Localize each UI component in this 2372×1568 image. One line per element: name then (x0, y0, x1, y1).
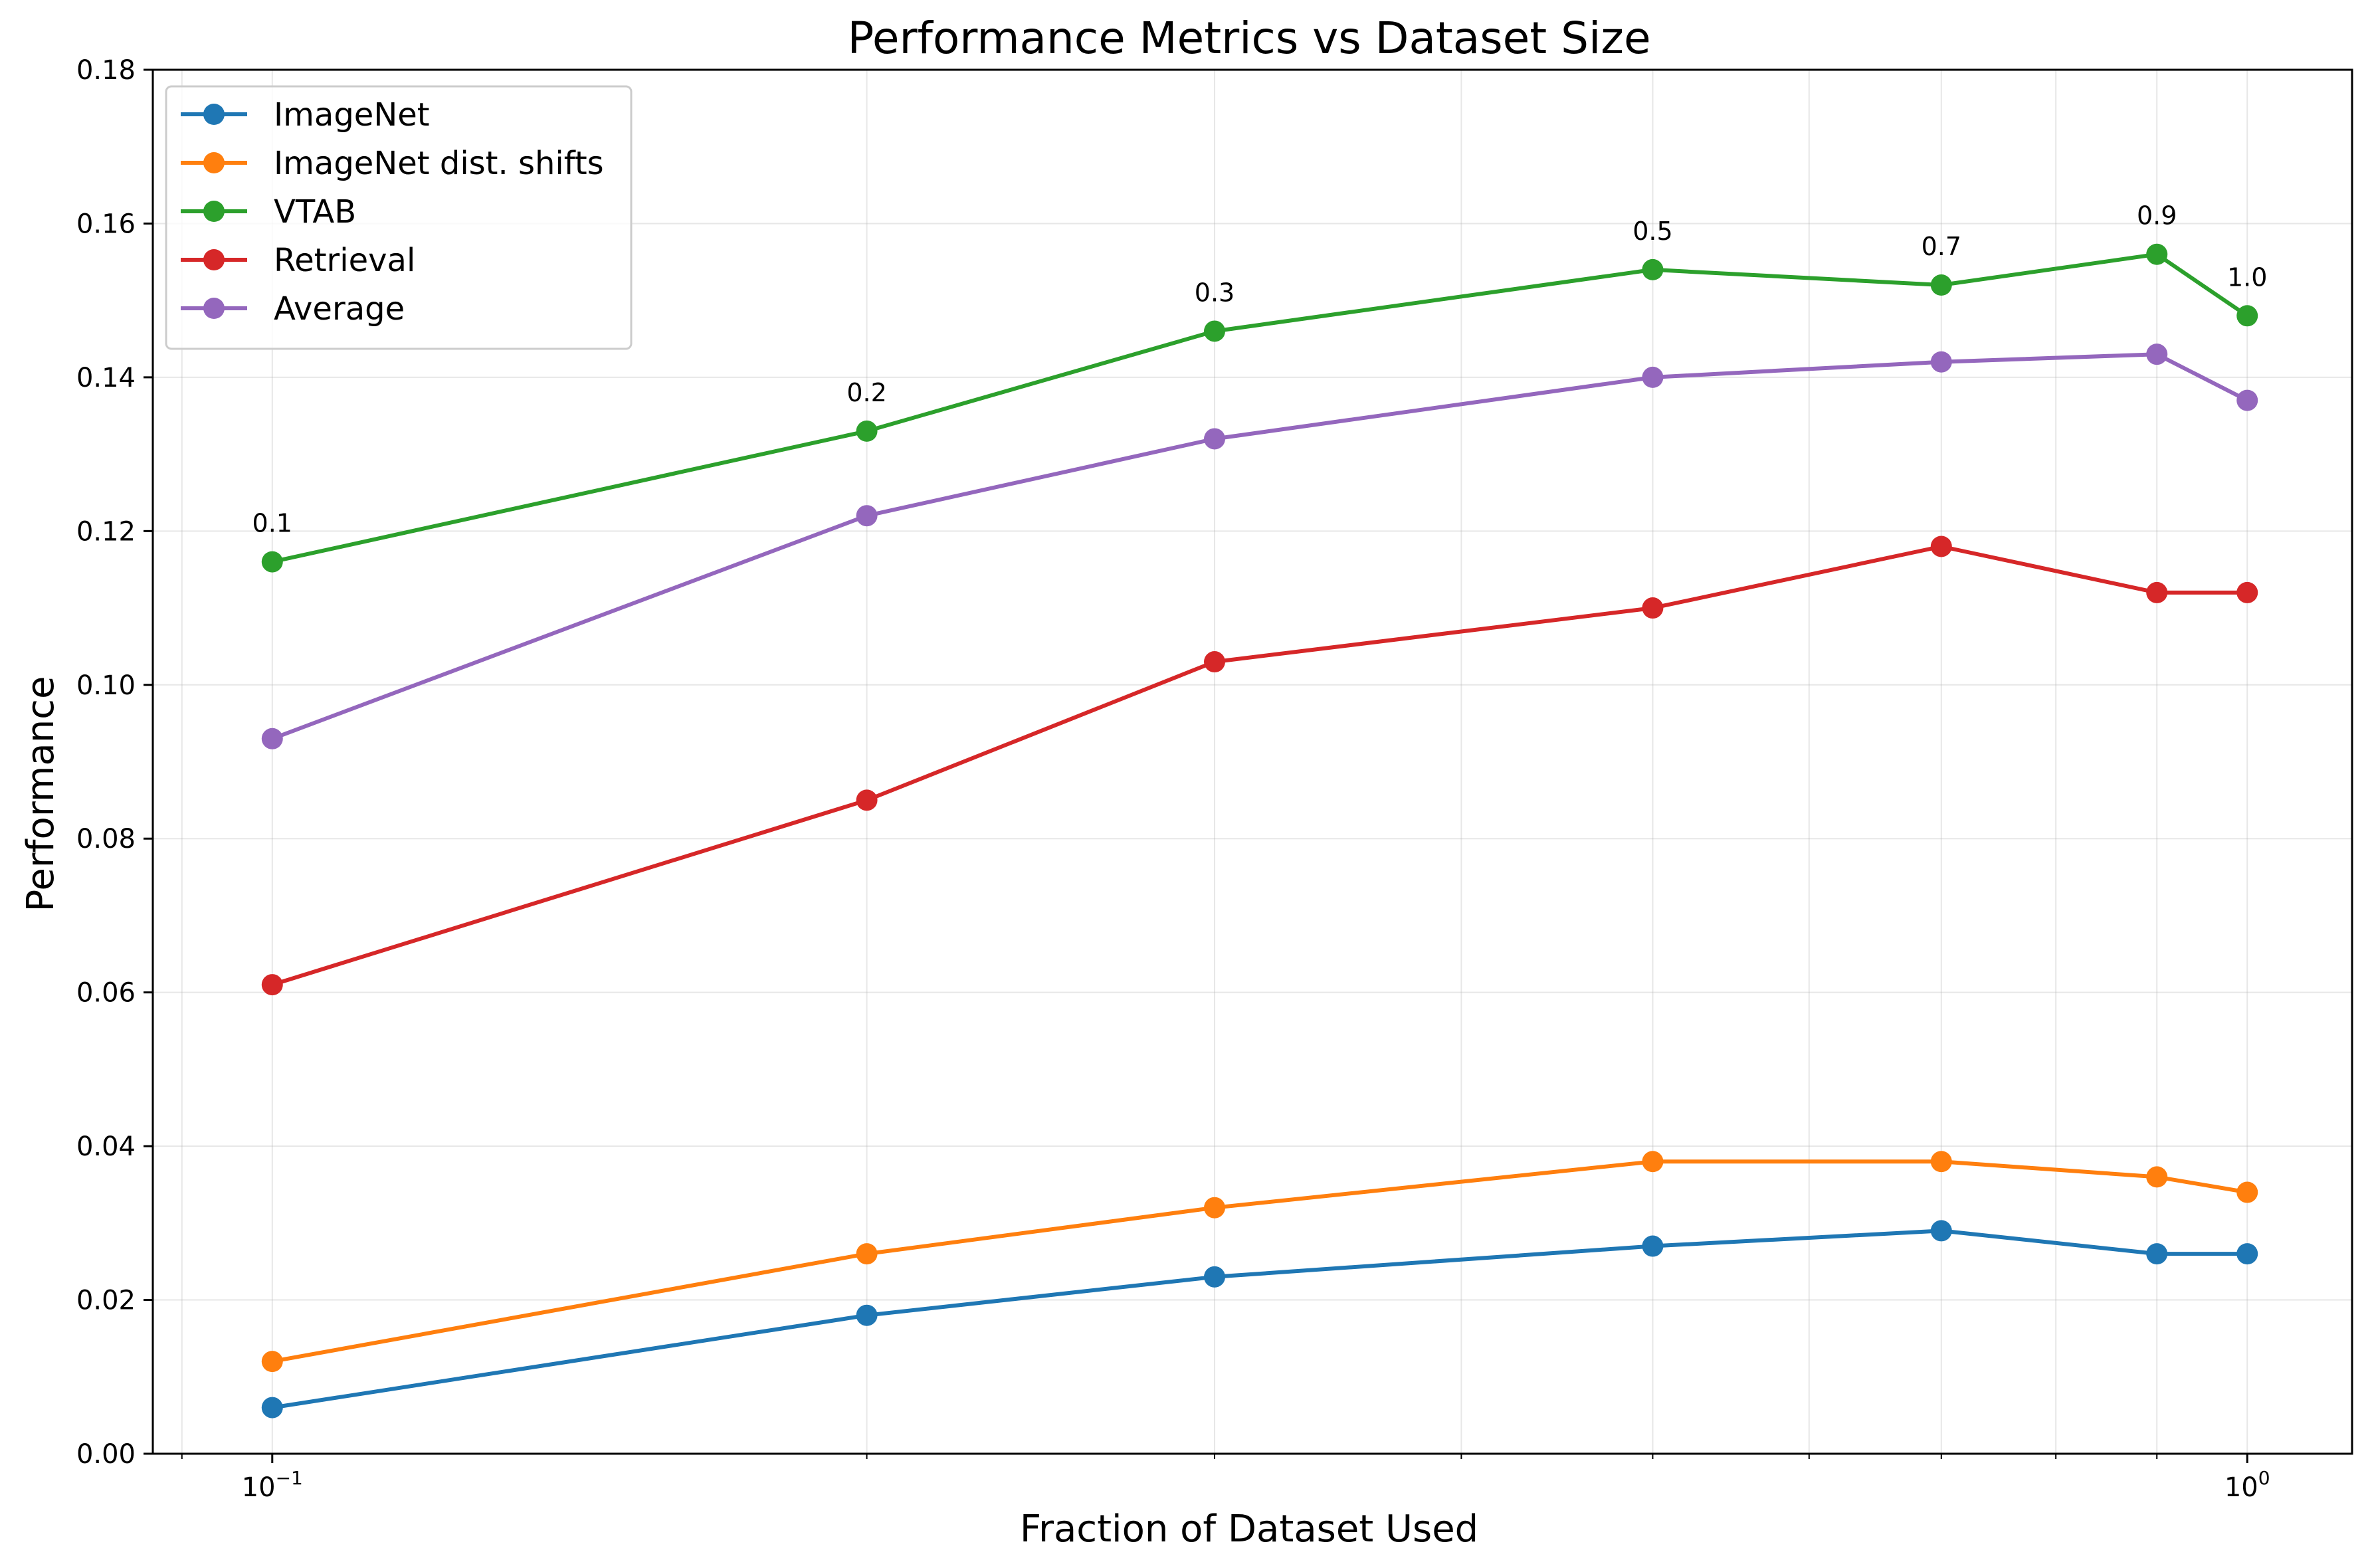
y-tick-label: 0.10 (76, 670, 136, 701)
point-annotations: 0.1 0.2 0.3 0.5 0.7 0.9 1.0 (252, 201, 2268, 538)
point-annotation: 1.0 (2227, 262, 2267, 292)
data-point (856, 505, 878, 527)
y-tick-label: 0.02 (76, 1286, 136, 1316)
data-point (2146, 1166, 2168, 1188)
y-axis-label: Performance (19, 676, 62, 912)
series-imagenet-dist-shifts (261, 1151, 2258, 1373)
data-point (261, 974, 283, 996)
y-tick-label: 0.16 (76, 209, 136, 239)
data-point (2146, 581, 2168, 603)
legend-label: ImageNet dist. shifts (274, 145, 604, 182)
data-point (1203, 428, 1225, 450)
data-point (856, 1243, 878, 1265)
series-retrieval (261, 536, 2258, 996)
data-point (1930, 536, 1952, 557)
legend: ImageNet ImageNet dist. shifts VTAB Retriev… (165, 85, 633, 350)
plot-frame (151, 68, 2353, 1455)
legend-label: VTAB (274, 193, 356, 231)
legend-label: Retrieval (274, 242, 415, 279)
legend-marker (203, 249, 225, 270)
data-point (1930, 1220, 1952, 1242)
legend-box (165, 85, 633, 350)
point-annotation: 0.9 (2137, 201, 2177, 231)
y-tick-label: 0.08 (76, 824, 136, 854)
x-axis-label: Fraction of Dataset Used (1020, 1508, 1478, 1551)
data-point (856, 420, 878, 442)
data-point (856, 1304, 878, 1326)
data-point (1930, 274, 1952, 296)
legend-marker (203, 152, 225, 173)
data-point (2236, 1243, 2258, 1265)
data-point (856, 789, 878, 811)
data-point (2236, 581, 2258, 603)
point-annotation: 0.5 (1632, 217, 1672, 246)
series-imagenet (261, 1220, 2258, 1419)
series-average (261, 343, 2258, 749)
data-point (2146, 343, 2168, 365)
data-point (261, 728, 283, 749)
data-point (2236, 305, 2258, 327)
point-annotation: 0.7 (1922, 232, 1961, 261)
chart-title: Performance Metrics vs Dataset Size (847, 13, 1650, 64)
x-tick-label: 100 (2224, 1467, 2270, 1503)
data-point (2146, 1243, 2168, 1265)
x-tick-label: 10−1 (242, 1467, 303, 1503)
y-tick-label: 0.14 (76, 363, 136, 393)
data-point (1642, 1151, 1664, 1173)
data-point (261, 551, 283, 573)
data-point (1642, 366, 1664, 388)
point-annotation: 0.1 (252, 509, 292, 538)
legend-marker (203, 201, 225, 222)
point-annotation: 0.2 (846, 378, 886, 407)
axes: 0.00 0.02 0.04 0.06 0.08 0.10 0.12 0.14 0.16 0.18… (76, 55, 2353, 1503)
y-tick-label: 0.00 (76, 1439, 136, 1470)
data-point (2236, 389, 2258, 411)
legend-label: ImageNet (274, 96, 430, 134)
legend-label: Average (274, 290, 405, 328)
data-point (1203, 320, 1225, 342)
data-point (1930, 1151, 1952, 1173)
legend-marker (203, 298, 225, 319)
data-point (1203, 1266, 1225, 1288)
series-lines (261, 243, 2258, 1419)
data-point (1642, 597, 1664, 619)
y-tick-label: 0.12 (76, 516, 136, 547)
data-point (2236, 1181, 2258, 1203)
data-point (1203, 1197, 1225, 1219)
data-point (1642, 258, 1664, 280)
data-point (1203, 651, 1225, 673)
data-point (1930, 351, 1952, 373)
data-point (261, 1397, 283, 1419)
data-point (1642, 1235, 1664, 1257)
y-tick-label: 0.06 (76, 978, 136, 1009)
legend-marker (203, 104, 225, 125)
data-point (261, 1351, 283, 1373)
y-tick-label: 0.04 (76, 1131, 136, 1162)
y-tick-label: 0.18 (76, 55, 136, 86)
series-vtab (261, 243, 2258, 573)
point-annotation: 0.3 (1195, 278, 1235, 307)
data-point (2146, 243, 2168, 265)
